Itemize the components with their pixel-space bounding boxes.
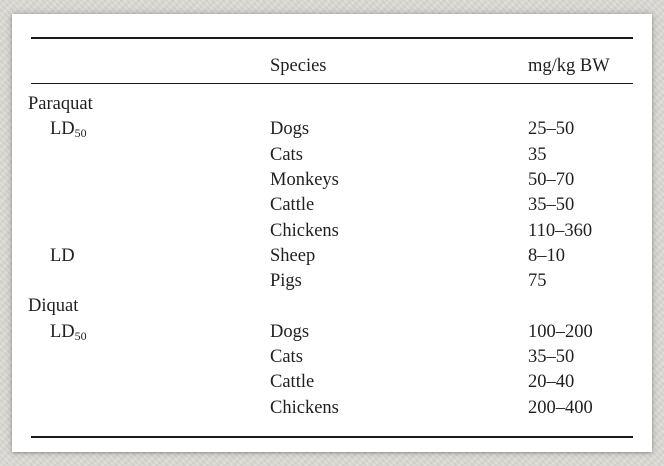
top-rule: [31, 37, 633, 39]
dose-value-cell: 35–50: [528, 347, 575, 367]
species-cell: Cattle: [270, 372, 315, 393]
compound-name: Paraquat: [28, 94, 93, 114]
dose-value-cell: 110–360: [528, 220, 593, 241]
compound-name: Diquat: [28, 296, 79, 317]
species-cell: Dogs: [270, 321, 310, 342]
species-cell: Chickens: [270, 397, 339, 418]
table-card: Species mg/kg BW Paraquat LD50 Dogs 25–50 Ca…: [12, 14, 652, 452]
dose-value-cell: 35: [528, 144, 547, 165]
species-cell: Monkeys: [270, 169, 339, 190]
dose-measure-main: LD: [50, 119, 75, 140]
bottom-rule: [31, 436, 633, 438]
dose-measure-main: LD: [50, 245, 75, 266]
dose-value-cell: 75: [528, 271, 547, 292]
dose-measure-subscript: 50: [74, 328, 87, 343]
dose-value-cell: 200–400: [528, 397, 593, 418]
species-cell: Dogs: [270, 119, 310, 140]
value-column-header: mg/kg BW: [528, 56, 610, 76]
dose-measure-label: LD: [50, 244, 75, 268]
dose-measure-label: LD50: [50, 117, 87, 141]
species-column-header: Species: [270, 56, 327, 76]
dose-measure-main: LD: [50, 321, 75, 342]
species-cell: Cats: [270, 144, 303, 165]
species-cell: Chickens: [270, 220, 339, 241]
species-cell: Sheep: [270, 245, 316, 266]
header-rule: [31, 83, 633, 84]
dose-measure-subscript: 50: [74, 126, 87, 141]
species-cell: Pigs: [270, 271, 302, 292]
dose-value-cell: 50–70: [528, 169, 575, 190]
dose-value-cell: 35–50: [528, 195, 575, 216]
species-cell: Cats: [270, 347, 303, 367]
dose-value-cell: 25–50: [528, 119, 575, 140]
species-cell: Cattle: [270, 195, 315, 216]
dose-measure-label: LD50: [50, 320, 87, 344]
dose-value-cell: 8–10: [528, 245, 565, 266]
dose-value-cell: 100–200: [528, 321, 593, 342]
dose-value-cell: 20–40: [528, 372, 575, 393]
